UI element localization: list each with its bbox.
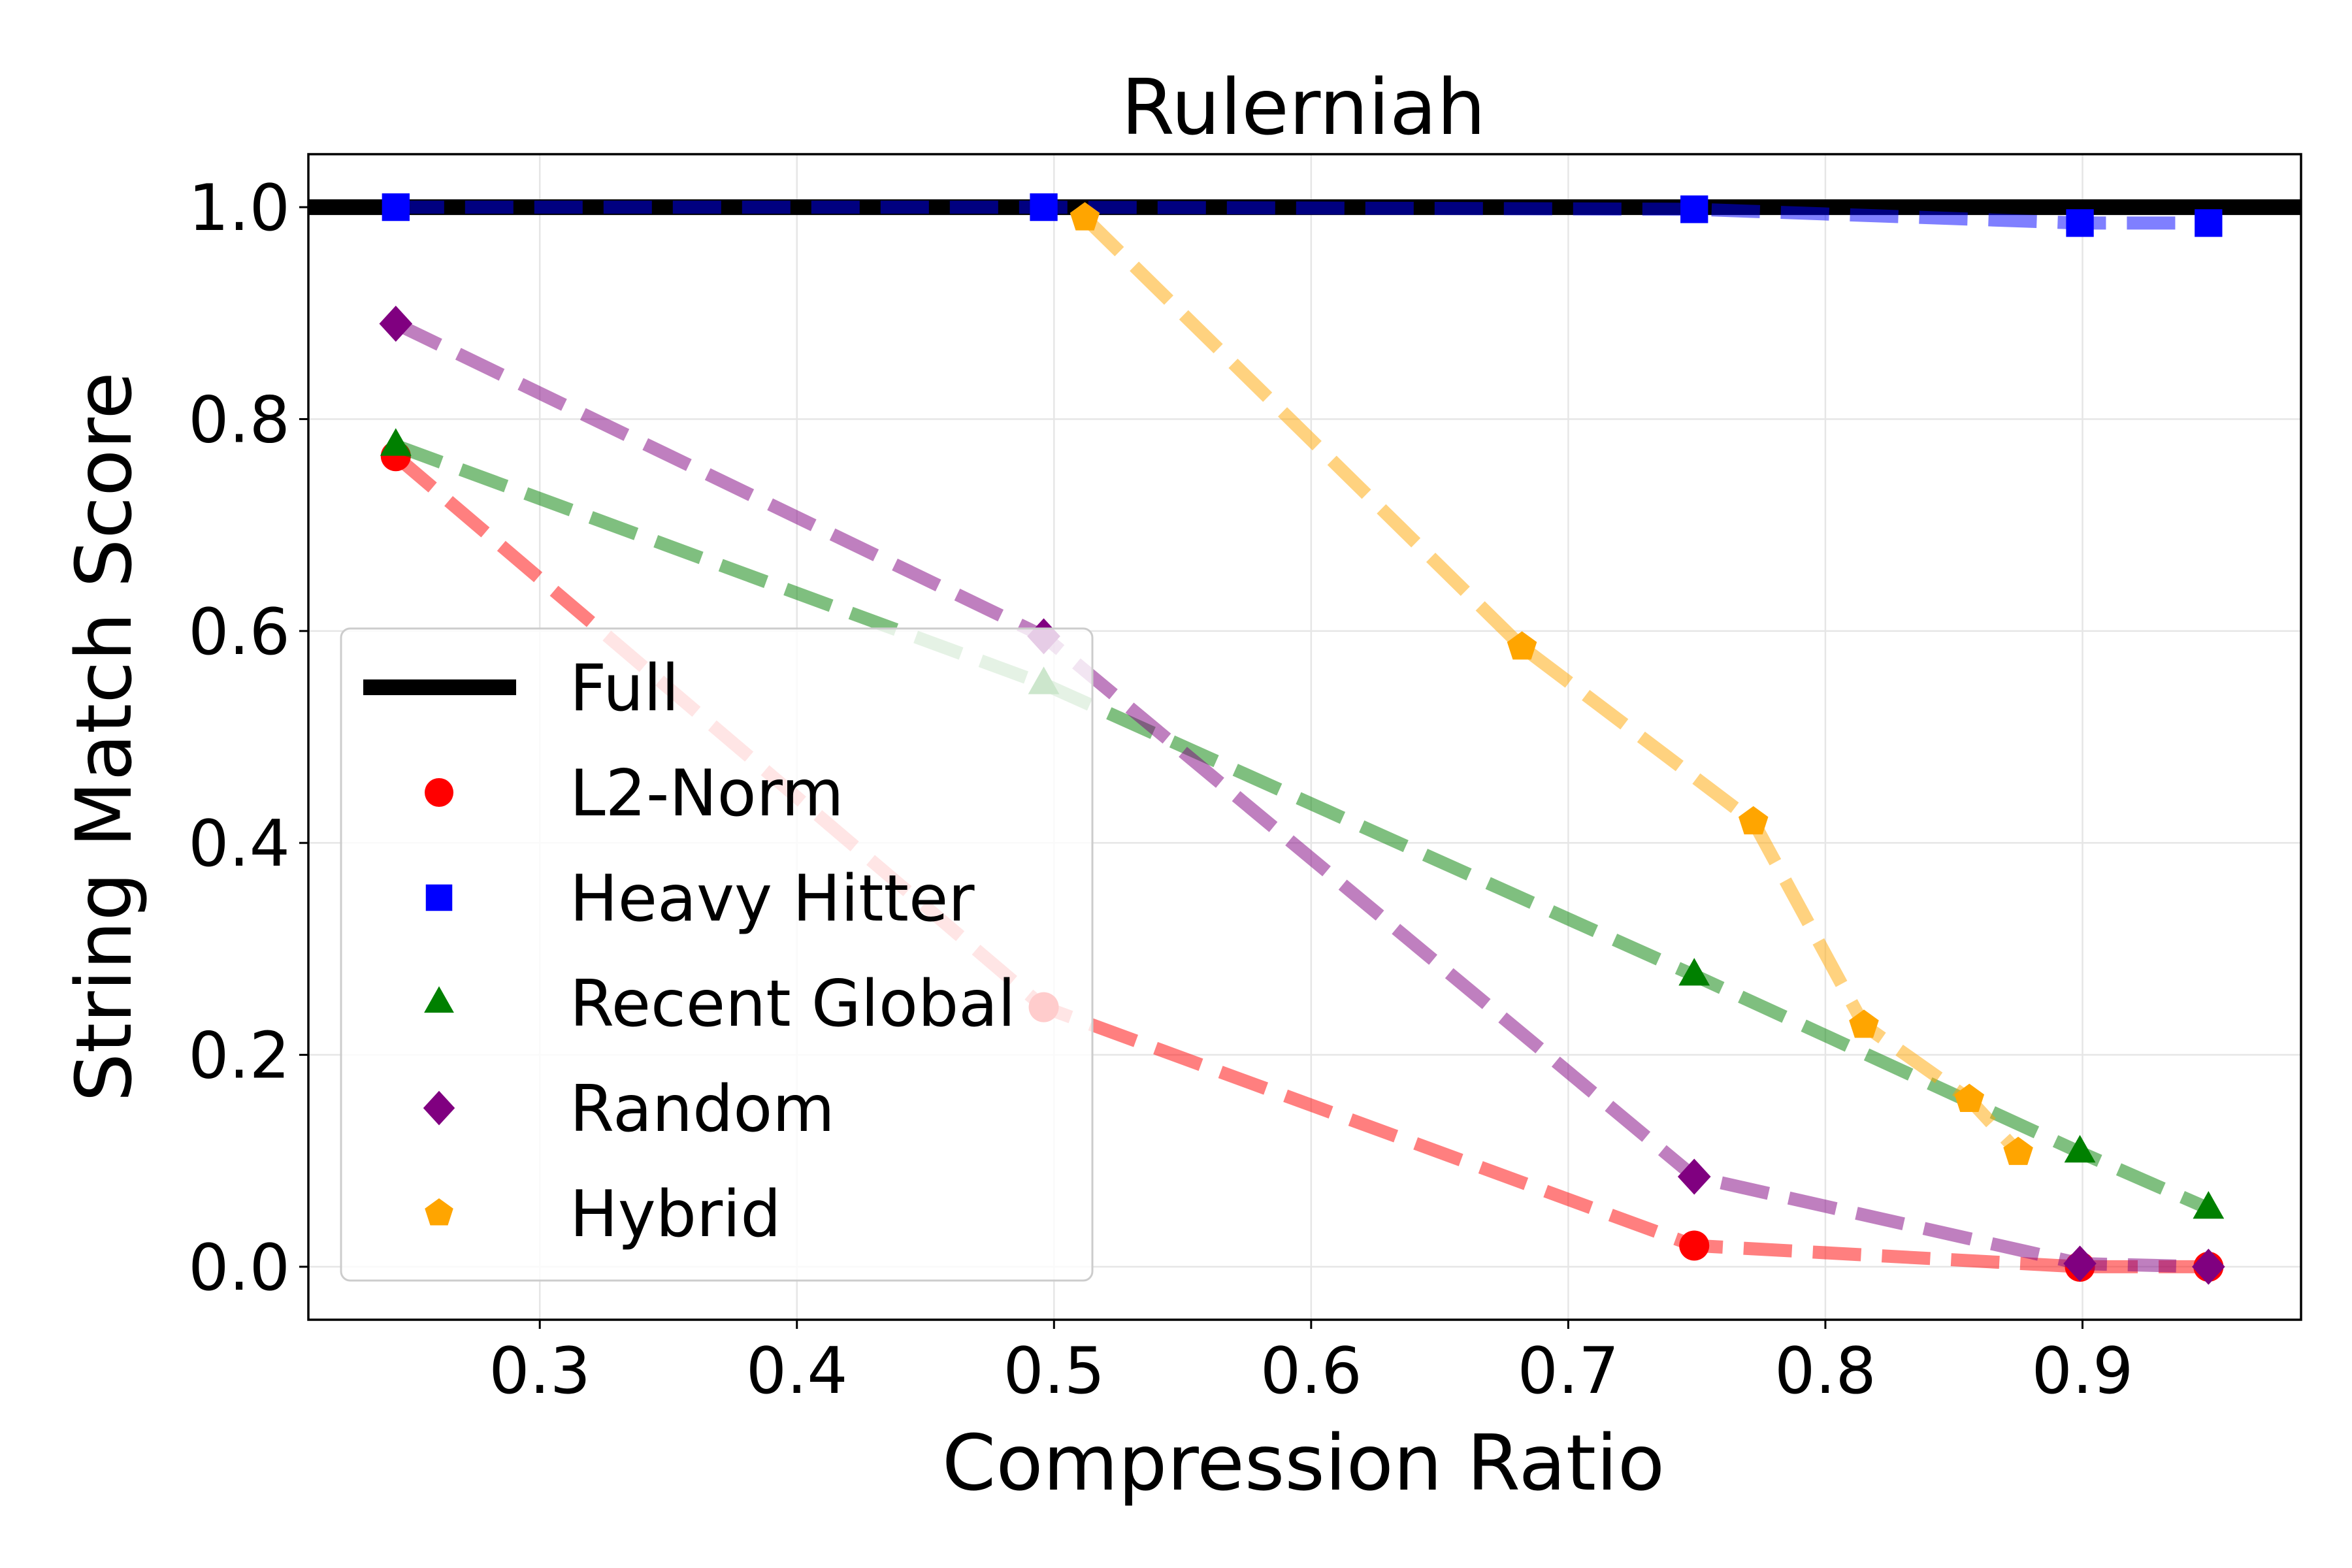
legend: Full L2-Norm Heavy Hitter Recent Global Rand…: [340, 627, 1094, 1282]
series-line-heavy-hitter: [395, 201, 2209, 230]
plot-frame: [307, 153, 2302, 1321]
data-point-heavy-hitter: [382, 193, 410, 221]
data-point-hybrid: [1507, 631, 1537, 660]
data-point-hybrid: [1070, 202, 1100, 231]
legend-item-recent-global: Recent Global: [424, 967, 1015, 1041]
data-point-random: [2192, 1249, 2225, 1285]
y-tick-label: 0.8: [188, 383, 290, 457]
legend-marker-l2-norm: [425, 778, 453, 807]
legend-item-random: Random: [423, 1072, 835, 1147]
legend-label: Hybrid: [570, 1177, 781, 1252]
data-point-heavy-hitter: [1030, 193, 1058, 221]
x-tick-label: 0.4: [746, 1334, 848, 1409]
data-point-l2-norm: [1679, 1230, 1710, 1261]
x-tick-label: 0.8: [1774, 1334, 1876, 1409]
legend-item-hybrid: Hybrid: [425, 1177, 781, 1252]
legend-label: Recent Global: [570, 967, 1015, 1041]
y-axis-ticks: 0.0 0.2 0.4 0.6 0.8 1.0: [188, 171, 308, 1305]
y-tick-label: 0.6: [188, 595, 290, 670]
data-point-random: [379, 305, 413, 342]
series-heavy-hitter: [382, 193, 2223, 237]
series-group: [379, 193, 2225, 1285]
data-point-heavy-hitter: [1680, 195, 1708, 223]
data-point-heavy-hitter: [2195, 209, 2223, 237]
legend-box: [340, 627, 1094, 1282]
x-axis-label: Compression Ratio: [942, 1418, 1665, 1508]
data-point-random: [2063, 1245, 2097, 1282]
y-tick-label: 0.2: [188, 1019, 290, 1094]
legend-item-l2-norm: L2-Norm: [425, 757, 844, 831]
x-tick-label: 0.7: [1517, 1334, 1619, 1409]
data-point-recent-global: [1678, 958, 1710, 986]
series-line-hybrid: [1080, 213, 2023, 1157]
legend-marker-hybrid: [425, 1198, 453, 1226]
legend-label: Heavy Hitter: [570, 862, 975, 936]
legend-marker-recent-global: [424, 986, 454, 1013]
legend-item-full: Full: [363, 651, 679, 726]
legend-item-heavy-hitter: Heavy Hitter: [425, 862, 975, 936]
legend-label: L2-Norm: [570, 757, 844, 831]
y-tick-label: 0.0: [188, 1231, 290, 1305]
data-point-heavy-hitter: [2066, 209, 2094, 237]
legend-marker-random: [423, 1090, 455, 1126]
data-point-hybrid: [1954, 1083, 1985, 1113]
data-point-hybrid: [1738, 806, 1769, 835]
legend-label: Full: [570, 651, 679, 726]
data-point-recent-global: [2193, 1191, 2225, 1219]
y-tick-label: 1.0: [188, 171, 290, 246]
chart-title: Rulerniah: [1121, 62, 1486, 152]
legend-marker-heavy-hitter: [425, 884, 453, 911]
x-tick-label: 0.9: [2032, 1334, 2134, 1409]
data-point-hybrid: [2003, 1136, 2033, 1166]
y-axis-label: String Match Score: [59, 372, 149, 1102]
x-axis-ticks: 0.3 0.4 0.5 0.6 0.7 0.8 0.9: [489, 1320, 2133, 1409]
data-point-random: [1677, 1158, 1711, 1195]
data-point-recent-global: [380, 428, 412, 456]
x-tick-label: 0.5: [1003, 1334, 1105, 1409]
y-tick-label: 0.4: [188, 807, 290, 881]
series-hybrid: [1070, 202, 2033, 1166]
x-tick-label: 0.6: [1260, 1334, 1362, 1409]
data-point-recent-global: [2064, 1135, 2096, 1163]
x-tick-label: 0.3: [489, 1334, 591, 1409]
data-point-hybrid: [1849, 1009, 1879, 1038]
legend-label: Random: [570, 1072, 835, 1147]
